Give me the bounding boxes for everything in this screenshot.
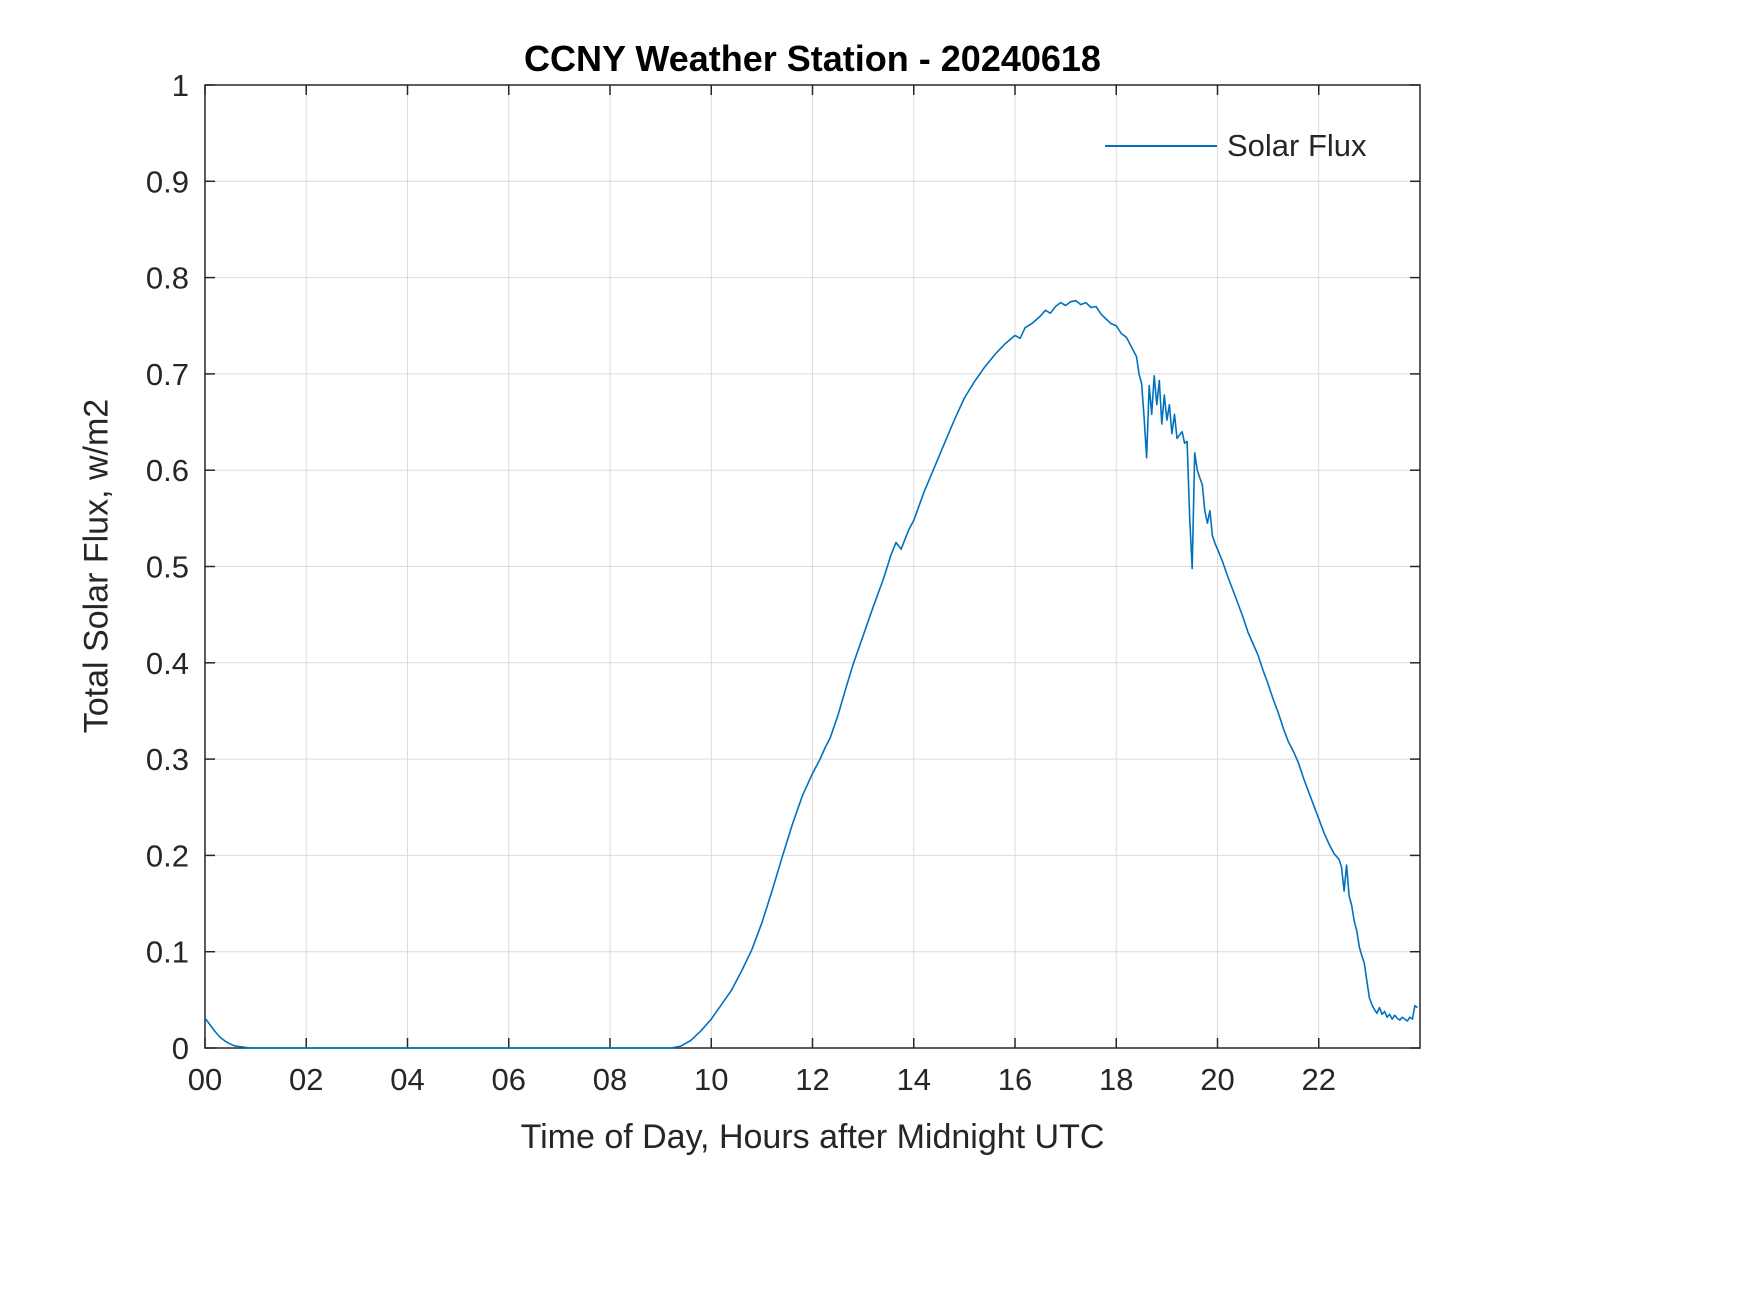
- y-tick-label: 0.2: [146, 838, 189, 873]
- y-axis-label: Total Solar Flux, w/m2: [77, 398, 116, 734]
- y-tick-label: 0.3: [146, 742, 189, 777]
- x-tick-label: 02: [289, 1062, 323, 1097]
- legend-label: Solar Flux: [1227, 128, 1367, 163]
- x-tick-label: 00: [188, 1062, 222, 1097]
- x-tick-label: 12: [795, 1062, 829, 1097]
- legend-line-sample: [1105, 145, 1217, 147]
- x-tick-label: 08: [593, 1062, 627, 1097]
- y-tick-label: 0.7: [146, 357, 189, 392]
- y-tick-label: 0.6: [146, 453, 189, 488]
- legend: Solar Flux: [1105, 128, 1367, 164]
- y-tick-label: 0: [172, 1031, 189, 1066]
- y-tick-label: 0.5: [146, 550, 189, 585]
- x-tick-label: 06: [492, 1062, 526, 1097]
- y-tick-label: 0.4: [146, 646, 189, 681]
- x-tick-label: 10: [694, 1062, 728, 1097]
- x-tick-label: 04: [390, 1062, 424, 1097]
- y-tick-label: 0.8: [146, 261, 189, 296]
- x-axis-label: Time of Day, Hours after Midnight UTC: [520, 1118, 1105, 1156]
- x-tick-label: 18: [1099, 1062, 1133, 1097]
- x-tick-label: 16: [998, 1062, 1032, 1097]
- chart-title: CCNY Weather Station - 20240618: [524, 38, 1101, 79]
- y-tick-label: 0.1: [146, 935, 189, 970]
- y-tick-label: 1: [172, 68, 189, 103]
- x-tick-label: 14: [897, 1062, 931, 1097]
- solar-flux-line: [204, 299, 1418, 1049]
- y-tick-label: 0.9: [146, 164, 189, 199]
- x-tick-label: 20: [1200, 1062, 1234, 1097]
- x-tick-label: 22: [1302, 1062, 1336, 1097]
